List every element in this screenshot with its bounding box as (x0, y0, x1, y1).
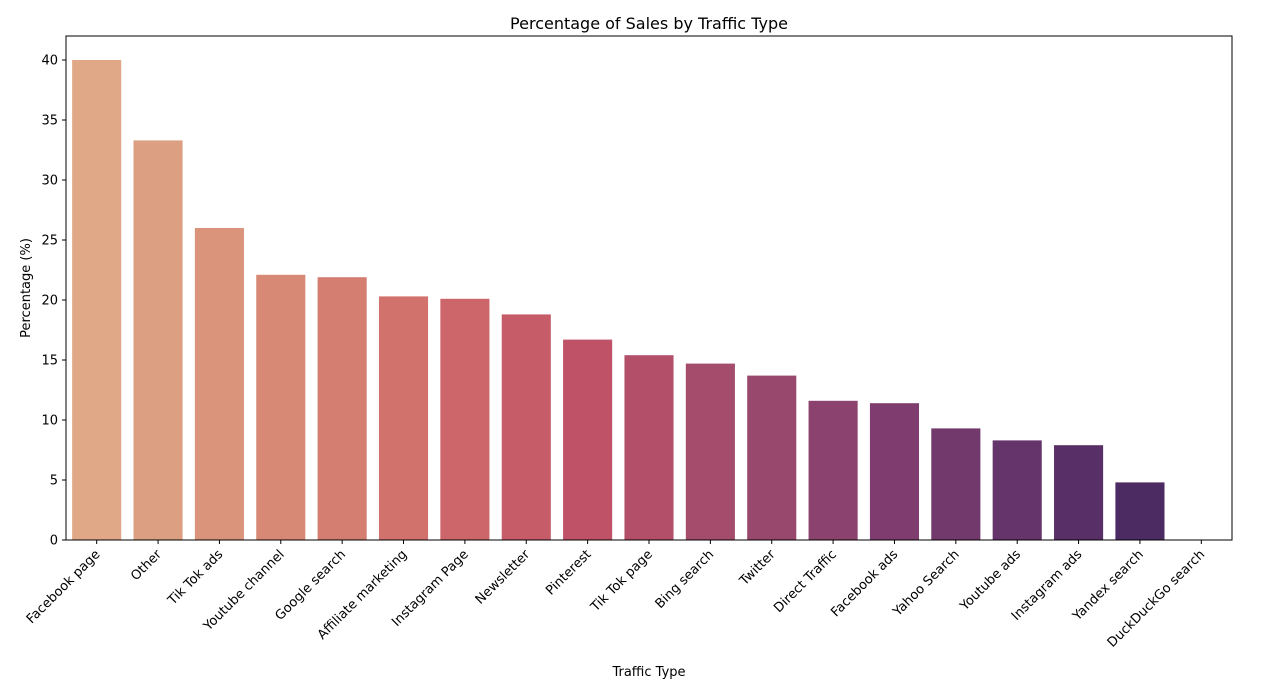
y-tick-label: 5 (50, 474, 58, 489)
y-tick-label: 15 (41, 354, 58, 369)
y-tick-label: 35 (41, 114, 58, 129)
bar-youtube-channel (256, 274, 306, 540)
y-tick-label: 10 (41, 414, 58, 429)
plot-frame (65, 35, 1233, 541)
y-axis: 0 5 10 15 20 25 30 35 40 (41, 54, 66, 549)
x-tick-label: Tik Tok page (587, 547, 655, 615)
x-tick-label: Pinterest (543, 547, 594, 598)
bar-pinterest (563, 339, 613, 540)
x-tick-label: Tik Tok ads (165, 547, 227, 609)
bar-direct-traffic (808, 400, 858, 540)
bar-instagram-ads (1054, 445, 1104, 540)
y-tick-label: 30 (41, 174, 58, 189)
x-tick-label: Youtube ads (957, 547, 1024, 614)
bar-yandex-search (1115, 482, 1165, 540)
bar-tik-tok-ads (194, 228, 244, 540)
y-tick-label: 25 (41, 234, 58, 249)
y-tick-label: 40 (41, 54, 58, 69)
bar-tik-tok-page (624, 355, 674, 540)
bars-layer (72, 60, 1165, 540)
bar-facebook-ads (869, 403, 920, 540)
x-tick-label: Direct Traffic (771, 547, 840, 616)
x-tick-label: Bing search (653, 547, 718, 612)
bar-youtube-ads (992, 440, 1042, 540)
bar-newsletter (501, 314, 551, 540)
bar-affiliate-marketing (378, 296, 429, 540)
x-axis-label: Traffic Type (611, 665, 685, 680)
bar-bing-search (685, 363, 735, 540)
chart-title: Percentage of Sales by Traffic Type (510, 14, 788, 33)
bar-yahoo-search (931, 428, 981, 540)
x-tick-label: Facebook page (24, 547, 104, 627)
y-axis-label: Percentage (%) (19, 238, 34, 338)
bar-other (133, 140, 183, 540)
y-tick-label: 0 (50, 534, 58, 549)
x-tick-label: Newsletter (473, 547, 534, 608)
x-tick-label: Other (128, 547, 165, 584)
bar-twitter (747, 375, 797, 540)
bar-instagram-page (440, 298, 490, 540)
x-tick-label: Twitter (736, 547, 779, 590)
bar-facebook-page (72, 60, 122, 540)
bar-google-search (317, 277, 367, 540)
y-tick-label: 20 (41, 294, 58, 309)
